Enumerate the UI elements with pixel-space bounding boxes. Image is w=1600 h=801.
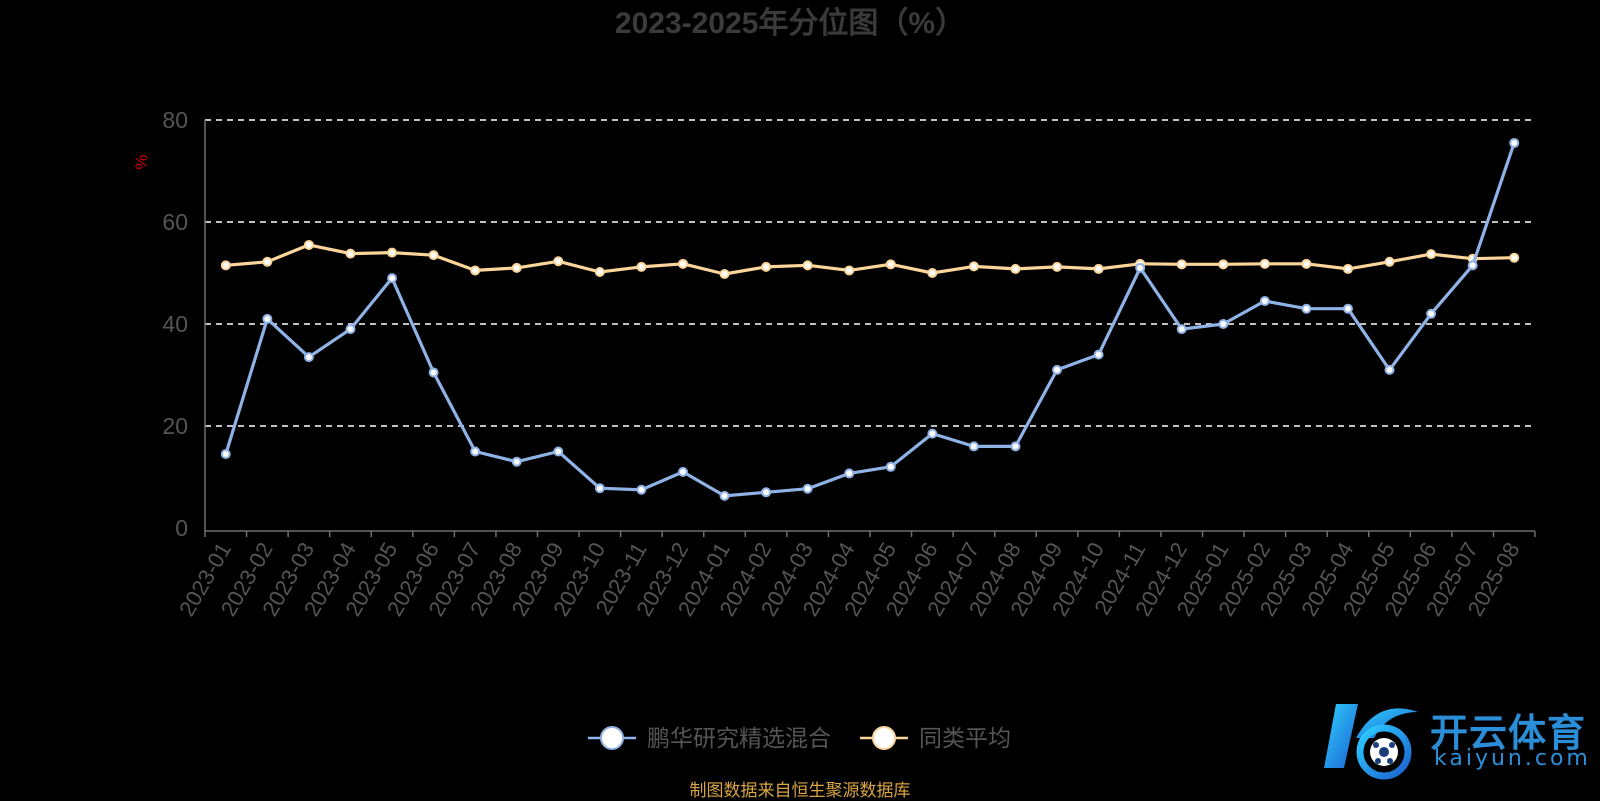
data-point	[1259, 258, 1270, 269]
data-point	[1426, 308, 1437, 319]
source-note: 制图数据来自恒生聚源数据库	[689, 781, 911, 801]
series-category-average	[220, 239, 1520, 280]
data-point	[511, 456, 522, 467]
data-point	[1426, 249, 1437, 260]
data-point	[428, 250, 439, 261]
y-tick-label: 60	[162, 209, 188, 235]
y-tick-label: 20	[162, 413, 188, 439]
data-point	[1467, 260, 1478, 271]
data-point	[387, 247, 398, 258]
legend[interactable]: 鹏华研究精选混合 同类平均	[588, 725, 1011, 751]
y-tick-label: 80	[162, 107, 188, 133]
data-point	[968, 441, 979, 452]
data-point	[303, 239, 314, 250]
data-point	[470, 446, 481, 457]
data-point	[262, 313, 273, 324]
chart-title: 2023-2025年分位图（%）	[615, 6, 965, 40]
data-point	[885, 461, 896, 472]
y-tick-label: 0	[175, 515, 188, 541]
data-point	[1342, 263, 1353, 274]
data-point	[1301, 303, 1312, 314]
watermark-text-en: kaiyun.com	[1434, 746, 1591, 771]
data-point	[594, 483, 605, 494]
x-tick-labels: 2023-012023-022023-032023-042023-052023-…	[174, 538, 1524, 620]
data-point	[1509, 252, 1520, 263]
grid-lines	[205, 119, 1535, 427]
data-point	[1093, 349, 1104, 360]
data-point	[345, 248, 356, 259]
y-tick-label: 40	[162, 311, 188, 337]
legend-item-fund[interactable]: 鹏华研究精选混合	[588, 725, 831, 751]
legend-label: 同类平均	[919, 725, 1011, 751]
data-point	[1052, 261, 1063, 272]
data-point	[1218, 259, 1229, 270]
data-point	[636, 484, 647, 495]
y-axis-label: %	[132, 154, 151, 169]
data-point	[1010, 441, 1021, 452]
data-point	[1342, 303, 1353, 314]
data-point	[1010, 263, 1021, 274]
data-point	[220, 260, 231, 271]
data-point	[677, 258, 688, 269]
data-point	[927, 428, 938, 439]
data-point	[262, 256, 273, 267]
axes	[204, 120, 1536, 537]
watermark-logo: 开云体育 kaiyun.com	[1318, 698, 1598, 788]
data-point	[885, 259, 896, 270]
data-point	[553, 256, 564, 267]
data-point	[1301, 258, 1312, 269]
series-line	[225, 243, 1515, 276]
data-point	[1218, 319, 1229, 329]
data-point	[1135, 262, 1146, 273]
data-point	[677, 466, 688, 477]
data-point	[968, 261, 979, 272]
data-point	[927, 268, 938, 278]
data-point	[345, 324, 356, 335]
data-point	[761, 487, 772, 498]
data-point	[1509, 137, 1520, 148]
data-point	[1093, 263, 1104, 274]
data-point	[553, 446, 564, 457]
data-point	[844, 468, 855, 479]
data-point	[1384, 256, 1395, 267]
data-point	[387, 273, 398, 284]
data-point	[802, 483, 813, 494]
data-point	[636, 261, 647, 272]
series-line	[224, 142, 1516, 498]
data-point	[761, 261, 772, 272]
data-point	[428, 367, 439, 378]
data-point	[1176, 324, 1187, 335]
data-point	[1259, 296, 1270, 307]
legend-swatch-marker	[872, 726, 896, 750]
kaiyun-logo-icon	[1324, 704, 1418, 780]
data-point	[719, 490, 730, 501]
data-point	[511, 262, 522, 273]
watermark-text-cn: 开云体育	[1430, 711, 1587, 755]
data-point	[303, 352, 314, 363]
legend-item-category-average[interactable]: 同类平均	[860, 725, 1011, 751]
series-fund	[220, 137, 1520, 501]
data-point	[1052, 364, 1063, 375]
legend-label: 鹏华研究精选混合	[647, 725, 831, 751]
data-point	[220, 449, 231, 460]
data-point	[470, 265, 481, 276]
y-tick-labels: 0 20 40 60 80	[162, 107, 188, 541]
data-point	[844, 265, 855, 276]
data-point	[1176, 259, 1187, 270]
data-point	[719, 269, 730, 280]
data-point	[1384, 364, 1395, 375]
legend-swatch-marker	[600, 726, 624, 750]
data-point	[802, 260, 813, 271]
series-lines	[220, 137, 1520, 501]
data-point	[594, 266, 605, 277]
